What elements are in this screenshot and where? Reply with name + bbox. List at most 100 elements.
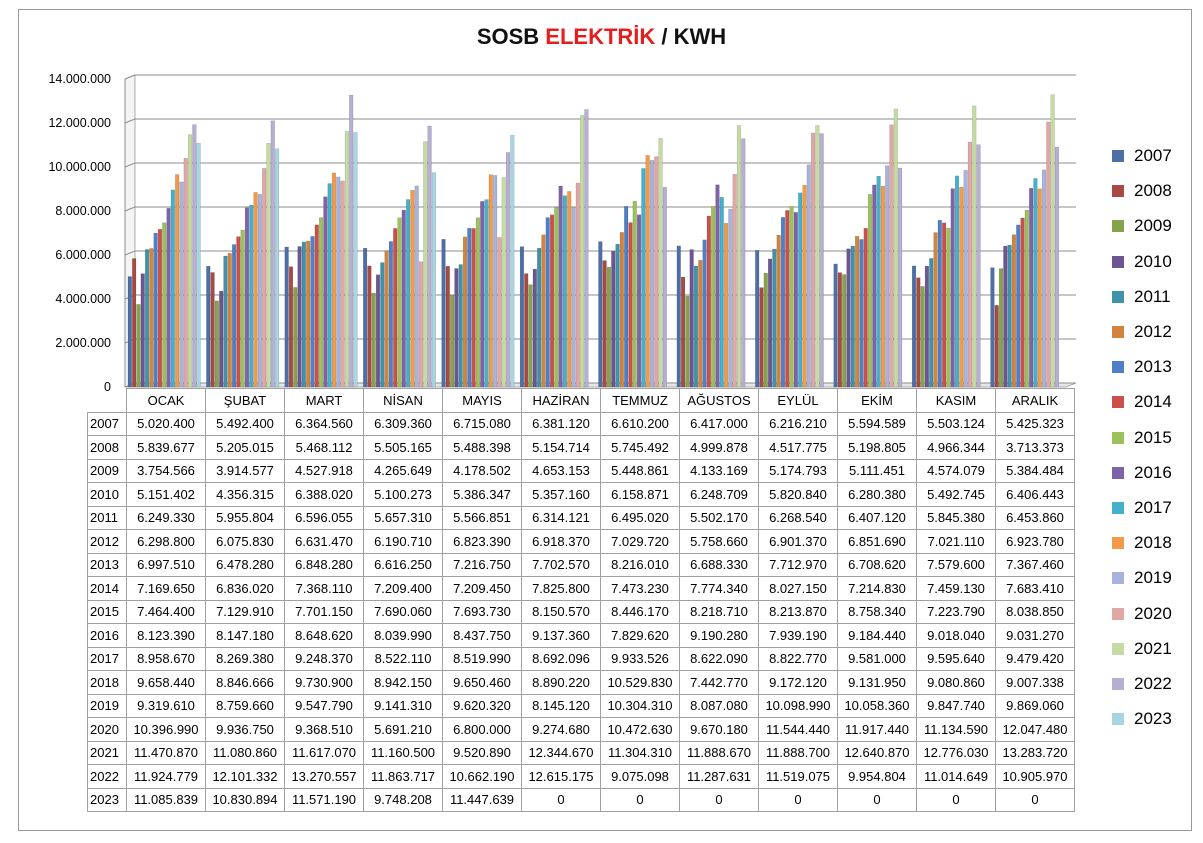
data-cell: 6.190.710 (363, 529, 443, 554)
data-cell: 5.691.210 (363, 717, 443, 742)
bar-2019-7 (728, 208, 733, 388)
legend-label: 2014 (1134, 392, 1172, 412)
bar-2008-6 (602, 260, 607, 388)
bar-2014-3 (393, 228, 398, 388)
bar-2012-8 (776, 234, 781, 388)
legend-label: 2017 (1134, 498, 1172, 517)
x-tick-label: EYLÜL (758, 388, 838, 413)
data-cell: 10.905.970 (995, 764, 1075, 789)
data-cell: 8.822.770 (758, 646, 838, 671)
row-year-label: 2012 (87, 529, 127, 554)
data-cell: 5.657.310 (363, 505, 443, 530)
bar-2013-11 (1016, 224, 1021, 388)
data-cell: 9.248.370 (284, 646, 364, 671)
bar-2021-7 (736, 125, 742, 388)
gridline-diag (124, 74, 136, 80)
bar-2009-6 (606, 266, 611, 388)
data-cell: 10.396.990 (126, 717, 206, 742)
data-cell: 5.502.170 (679, 505, 759, 530)
data-cell: 5.955.804 (205, 505, 285, 530)
legend-swatch (1112, 642, 1124, 655)
bar-2018-6 (645, 155, 650, 388)
y-tick-label: 6.000.000 (55, 248, 111, 262)
data-cell: 3.713.373 (995, 435, 1075, 460)
data-cell: 11.888.670 (679, 740, 759, 765)
bar-2019-3 (414, 185, 419, 388)
bar-2018-5 (567, 191, 572, 388)
bar-2011-6 (615, 243, 620, 388)
bar-2017-1 (249, 204, 254, 388)
legend-label: 2019 (1134, 568, 1172, 588)
title-accent: ELEKTRİK (545, 24, 656, 49)
bar-2017-5 (562, 195, 567, 388)
bar-2022-3 (427, 125, 432, 388)
table-row: 2023 11.085.839 10.830.894 11.571.190 9.748.… (87, 787, 1075, 812)
data-cell: 11.085.839 (126, 787, 206, 812)
bar-2016-10 (950, 188, 955, 388)
data-cell: 8.027.150 (758, 576, 838, 601)
row-year-label: 2016 (87, 623, 127, 648)
data-cell: 6.616.250 (363, 552, 443, 577)
data-cell: 5.154.714 (521, 435, 601, 460)
data-cell: 11.304.310 (600, 740, 680, 765)
table-row: 2019 9.319.610 8.759.660 9.547.790 9.141.310… (87, 693, 1075, 718)
data-cell: 4.133.169 (679, 458, 759, 483)
data-cell: 8.213.870 (758, 599, 838, 624)
legend-swatch (1112, 220, 1124, 233)
data-cell: 11.470.870 (126, 740, 206, 765)
data-cell: 0 (916, 787, 996, 812)
row-year-label: 2017 (87, 646, 127, 671)
bar-2021-11 (1050, 94, 1055, 388)
bar-2007-11 (990, 267, 995, 388)
bar-2018-10 (959, 187, 964, 388)
data-cell: 4.527.918 (284, 458, 364, 483)
bar-2017-2 (327, 183, 332, 388)
bar-2023-1 (275, 148, 280, 388)
bar-2009-8 (763, 272, 768, 388)
bar-2015-9 (867, 194, 873, 388)
legend-label: 2013 (1134, 357, 1172, 377)
data-cell: 6.158.871 (600, 482, 680, 507)
bar-2021-9 (893, 108, 898, 388)
data-cell: 8.846.666 (205, 670, 285, 695)
bar-2016-6 (637, 214, 642, 388)
y-tick-label: 8.000.000 (55, 204, 111, 218)
data-cell: 8.622.090 (679, 646, 759, 671)
bar-2020-10 (967, 141, 972, 388)
x-tick-label: KASIM (916, 388, 996, 413)
data-cell: 12.776.030 (916, 740, 996, 765)
data-cell: 8.145.120 (521, 693, 601, 718)
data-cell: 6.453.860 (995, 505, 1075, 530)
row-year-label: 2020 (87, 717, 127, 742)
legend-swatch (1112, 185, 1124, 198)
data-cell: 5.839.677 (126, 435, 206, 460)
row-year-label: 2013 (87, 552, 127, 577)
bar-2018-8 (802, 185, 807, 388)
data-cell: 11.571.190 (284, 787, 364, 812)
bar-2007-8 (755, 250, 760, 388)
legend-item: 2021 (1112, 639, 1172, 659)
row-year-label: 2014 (87, 576, 127, 601)
data-cell: 6.314.121 (521, 505, 601, 530)
bar-2023-2 (353, 132, 358, 388)
bar-2013-5 (545, 217, 550, 388)
data-cell: 8.942.150 (363, 670, 443, 695)
bar-2013-9 (859, 239, 864, 388)
bar-2011-11 (1007, 244, 1012, 388)
title-part-1: SOSB (476, 24, 546, 49)
data-cell: 10.304.310 (600, 693, 680, 718)
data-cell: 0 (837, 787, 917, 812)
data-cell: 11.447.639 (442, 787, 522, 812)
data-cell: 11.080.860 (205, 740, 285, 765)
data-cell: 9.075.098 (600, 764, 680, 789)
data-cell: 12.640.870 (837, 740, 917, 765)
bar-2008-0 (132, 258, 137, 388)
data-cell: 7.683.410 (995, 576, 1075, 601)
bar-2008-10 (916, 277, 921, 388)
data-cell: 11.617.070 (284, 740, 364, 765)
data-cell: 9.368.510 (284, 717, 364, 742)
bar-2023-0 (196, 142, 201, 388)
data-cell: 8.087.080 (679, 693, 759, 718)
legend-item: 2014 (1112, 392, 1172, 412)
legend-item: 2016 (1112, 463, 1172, 483)
